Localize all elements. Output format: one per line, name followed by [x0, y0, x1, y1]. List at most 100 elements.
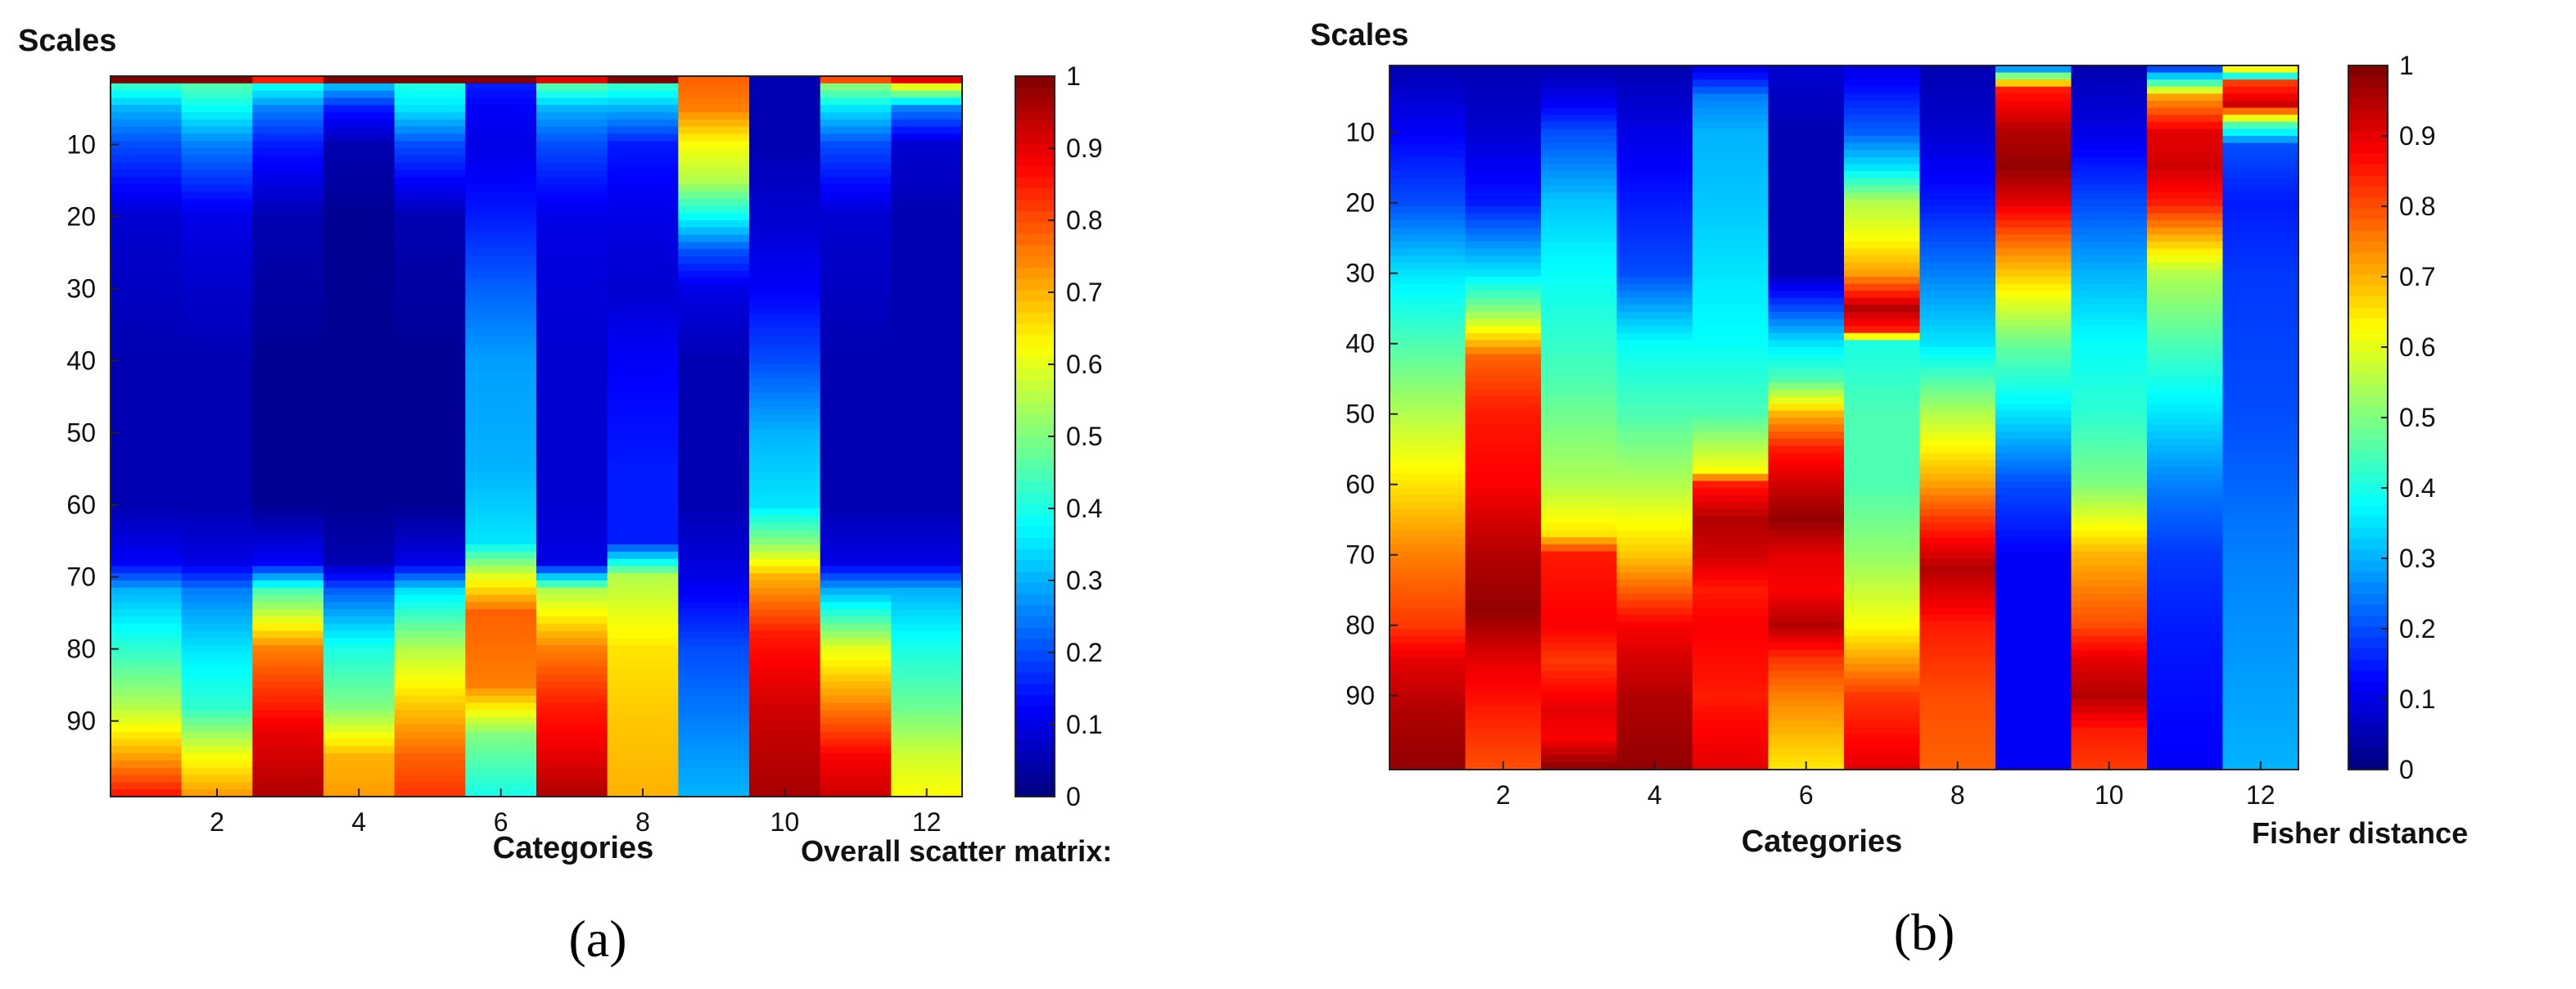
heatmap-cell: [820, 472, 892, 481]
heatmap-cell: [2222, 129, 2299, 137]
heatmap-cell: [678, 141, 750, 149]
heatmap-cell: [1995, 115, 2072, 123]
heatmap-cell: [891, 653, 963, 661]
heatmap-cell: [323, 270, 395, 278]
heatmap-cell: [1995, 502, 2072, 510]
x-tick-label: 8: [1950, 780, 1965, 810]
heatmap-cell: [1768, 594, 1845, 602]
heatmap-cell: [1995, 403, 2072, 411]
heatmap-cell: [820, 602, 892, 610]
heatmap-cell: [252, 242, 324, 250]
heatmap-cell: [323, 689, 395, 697]
heatmap-cell: [678, 659, 750, 668]
heatmap-cell: [678, 645, 750, 653]
heatmap-cell: [1995, 551, 2072, 559]
heatmap-cell: [891, 767, 963, 776]
heatmap-cell: [1844, 657, 1921, 665]
heatmap-cell: [678, 753, 750, 761]
heatmap-cell: [1768, 248, 1845, 256]
heatmap-cell: [181, 725, 253, 733]
heatmap-cell: [1390, 115, 1467, 123]
colorbar-segment: [1015, 627, 1055, 640]
heatmap-cell: [323, 407, 395, 416]
heatmap-cell: [2071, 530, 2148, 538]
heatmap-cell: [2222, 403, 2299, 411]
heatmap-cell: [2222, 396, 2299, 404]
heatmap-cell: [465, 112, 537, 120]
heatmap-cell: [607, 623, 679, 632]
heatmap-cell: [820, 422, 892, 430]
heatmap-cell: [820, 738, 892, 747]
heatmap-cell: [1995, 283, 2072, 291]
heatmap-cell: [536, 689, 608, 697]
heatmap-cell: [1541, 508, 1618, 517]
heatmap-cell: [1541, 199, 1618, 207]
heatmap-cell: [2222, 424, 2299, 432]
heatmap-cell: [2222, 558, 2299, 567]
heatmap-cell: [1995, 438, 2072, 446]
heatmap-cell: [1844, 600, 1921, 608]
colorbar-segment: [1015, 684, 1055, 696]
heatmap-cell: [1616, 706, 1693, 714]
heatmap-cell: [252, 263, 324, 272]
heatmap-cell: [749, 90, 821, 98]
heatmap-cell: [323, 436, 395, 445]
heatmap-cell: [1844, 332, 1921, 341]
heatmap-cell: [891, 782, 963, 790]
heatmap-cell: [1919, 213, 1996, 221]
heatmap-cell: [2147, 396, 2224, 404]
heatmap-cell: [1768, 220, 1845, 228]
heatmap-cell: [2071, 431, 2148, 440]
heatmap-cell: [1465, 396, 1542, 404]
heatmap-cell: [891, 695, 963, 704]
heatmap-cell: [1541, 734, 1618, 743]
heatmap-cell: [1919, 206, 1996, 215]
heatmap-cell: [820, 386, 892, 394]
heatmap-cell: [1616, 635, 1693, 644]
heatmap-cell: [820, 393, 892, 401]
heatmap-cell: [1995, 220, 2072, 228]
heatmap-cell: [1919, 678, 1996, 686]
heatmap-cell: [394, 292, 466, 300]
heatmap-cell: [2147, 565, 2224, 573]
heatmap-cell: [1919, 607, 1996, 616]
heatmap-cell: [1465, 586, 1542, 594]
heatmap-cell: [252, 112, 324, 120]
heatmap-cell: [678, 335, 750, 344]
colorbar-segment: [2348, 208, 2388, 220]
heatmap-cell: [536, 184, 608, 192]
heatmap-cell: [252, 436, 324, 445]
heatmap-cell: [1995, 516, 2072, 524]
heatmap-cell: [678, 638, 750, 646]
heatmap-cell: [323, 695, 395, 704]
heatmap-cell: [1692, 79, 1769, 88]
heatmap-cell: [1919, 755, 1996, 763]
heatmap-cell: [323, 126, 395, 134]
heatmap-cell: [2071, 326, 2148, 334]
heatmap-cell: [1692, 502, 1769, 510]
heatmap-cell: [820, 674, 892, 682]
heatmap-cell: [820, 789, 892, 797]
heatmap-cell: [323, 414, 395, 422]
heatmap-cell: [252, 486, 324, 494]
heatmap-cell: [1768, 530, 1845, 538]
heatmap-cell: [820, 695, 892, 704]
heatmap-cell: [1692, 488, 1769, 496]
heatmap-cell: [1692, 523, 1769, 531]
heatmap-cell: [749, 350, 821, 358]
heatmap-cell: [678, 486, 750, 494]
y-tick-label: 20: [66, 202, 96, 232]
heatmap-cell: [2222, 445, 2299, 454]
heatmap-cell: [749, 256, 821, 264]
heatmap-cell: [2071, 79, 2148, 88]
heatmap-cell: [2222, 727, 2299, 735]
heatmap-cell: [2222, 453, 2299, 461]
heatmap-cell: [2222, 692, 2299, 700]
heatmap-cell: [1844, 544, 1921, 552]
heatmap-cell: [536, 638, 608, 646]
heatmap-cell: [891, 242, 963, 250]
heatmap-cell: [607, 422, 679, 430]
heatmap-cell: [1768, 206, 1845, 215]
heatmap-cell: [181, 623, 253, 632]
